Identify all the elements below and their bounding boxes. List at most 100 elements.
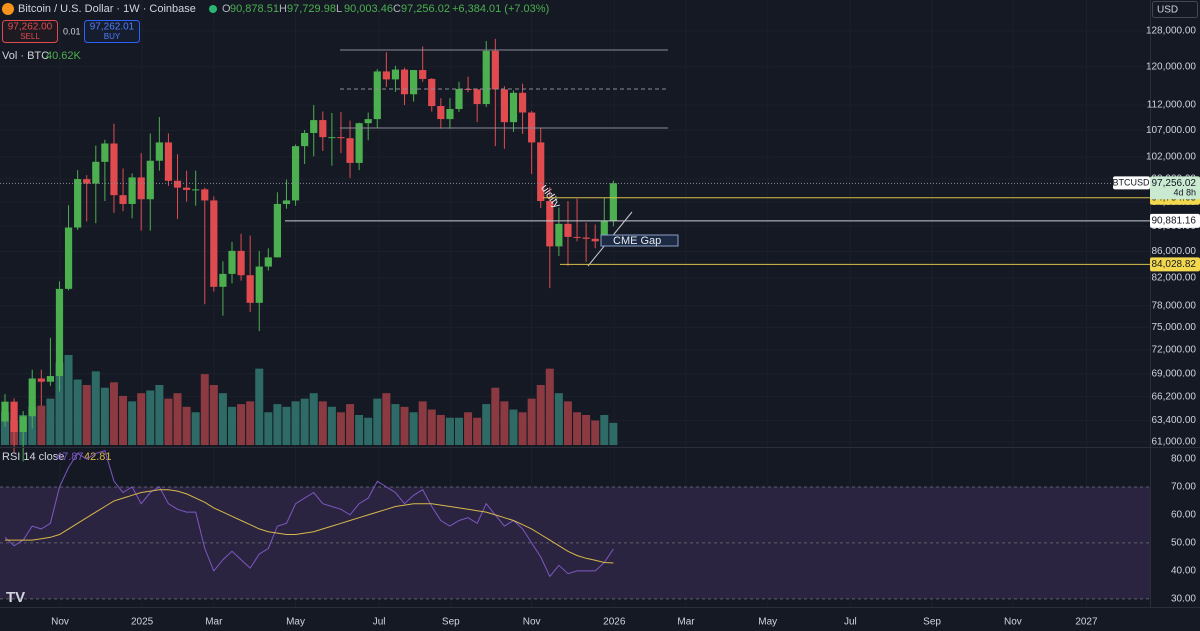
market-status (209, 5, 217, 13)
candle-body (600, 220, 608, 242)
y-tick-label: 82,000.00 (1152, 273, 1197, 284)
last-price-badge (1150, 176, 1200, 200)
level-badge (1150, 257, 1200, 272)
x-tick-label: Nov (1004, 617, 1022, 628)
volume-bar (500, 401, 509, 445)
symbol-label: BTCUSD (1112, 178, 1150, 188)
candle-body (573, 236, 581, 238)
volume-bar (82, 385, 91, 445)
volume-bar (137, 393, 146, 445)
volume-bar (327, 406, 336, 445)
candle-body (101, 143, 109, 162)
volume-bar (455, 417, 464, 445)
volume-bar (46, 398, 55, 445)
candle-body (509, 92, 518, 123)
x-tick-label: Jul (844, 617, 857, 628)
candle-body (410, 70, 418, 95)
ohlc-value: 97,729.98 (287, 3, 336, 15)
candle-body (128, 177, 136, 204)
candle-body (182, 187, 191, 190)
x-tick-label: May (758, 617, 777, 628)
candle-body (591, 238, 599, 242)
volume-bar (527, 398, 536, 445)
volume-bar (91, 371, 100, 445)
volume-bar (146, 390, 155, 445)
volume-bar (591, 420, 600, 445)
currency[interactable]: USD (1157, 5, 1178, 16)
volume-bar (518, 412, 527, 445)
rsi-legend: RSI 14 close (2, 451, 64, 463)
cme-gap-box (600, 234, 679, 247)
y-tick-label: 75,000.00 (1152, 322, 1197, 333)
tv-logo: TV (6, 589, 25, 606)
candle-body (137, 177, 145, 200)
volume-bar (119, 395, 128, 445)
buy-label[interactable]: BUY (104, 32, 121, 41)
candle-body (164, 142, 173, 181)
candle-body (119, 195, 127, 204)
ohlc-value: 90,003.46 (344, 3, 393, 15)
rsi-tick-label: 40.00 (1171, 566, 1196, 577)
volume-legend-value: 40.62K (46, 50, 82, 62)
btc-icon (2, 3, 14, 15)
volume-bar (191, 412, 200, 445)
candle-body (291, 146, 300, 201)
volume-bar (391, 404, 400, 445)
sell-price[interactable]: 97,262.00 (8, 22, 53, 33)
volume-bar (473, 417, 482, 445)
rsi-tick-label: 30.00 (1171, 594, 1196, 605)
y-tick-label: 120,000.00 (1146, 61, 1196, 72)
candle-body (337, 137, 345, 139)
candle-body (64, 227, 73, 289)
volume-bar (100, 387, 109, 445)
candle-body (237, 250, 245, 276)
volume-bar (55, 363, 64, 445)
sell-label[interactable]: SELL (20, 32, 40, 41)
level-badge (1150, 213, 1200, 228)
x-tick-label: 2025 (131, 617, 154, 628)
volume-bar (346, 404, 355, 445)
buy-box[interactable] (84, 20, 140, 43)
volume-bar (309, 393, 318, 445)
candle-body (282, 200, 291, 204)
volume-bar (545, 368, 554, 445)
volume-bar (182, 406, 191, 445)
candle-body (210, 200, 218, 287)
sell-box[interactable] (2, 20, 58, 43)
x-tick-label: May (286, 617, 305, 628)
candle-body (364, 119, 372, 124)
volume-bar (582, 415, 591, 445)
candle-body (346, 138, 354, 163)
y-tick-label: 128,000.00 (1146, 26, 1196, 37)
overlay-layer (0, 182, 1150, 265)
volume-bar (427, 409, 436, 445)
candle-body (301, 132, 309, 147)
rsi-ma-legend-value: 42.81 (84, 451, 112, 463)
buy-button[interactable]: 97,262.01 BUY (84, 20, 140, 43)
volume-bar (209, 385, 218, 445)
x-tick-label: Nov (523, 617, 541, 628)
ohlc-value: 97,256.02 (401, 3, 450, 15)
candle-body (528, 112, 536, 143)
volume-bar (218, 393, 227, 445)
candle-body (564, 223, 572, 237)
ohlc-key: L (336, 3, 342, 15)
candle-body (455, 88, 463, 110)
volume-bar (200, 374, 209, 445)
symbol-badge (1113, 176, 1150, 190)
buy-price[interactable]: 97,262.01 (90, 22, 135, 33)
sell-button[interactable]: 97,262.00 SELL (2, 20, 58, 43)
candle-body (609, 183, 617, 221)
volume-bar (291, 401, 300, 445)
volume-bar (255, 368, 264, 445)
candle-body (491, 50, 499, 90)
ohlc-value: 90,878.51 (230, 3, 279, 15)
volume-bar (554, 393, 563, 445)
currency-box[interactable] (1152, 1, 1198, 18)
countdown: 4d 8h (1173, 188, 1196, 198)
candle-body (400, 69, 409, 95)
candle-body (537, 142, 545, 202)
y-tick-label: 112,000.00 (1147, 100, 1197, 111)
volume-bar (382, 393, 391, 445)
